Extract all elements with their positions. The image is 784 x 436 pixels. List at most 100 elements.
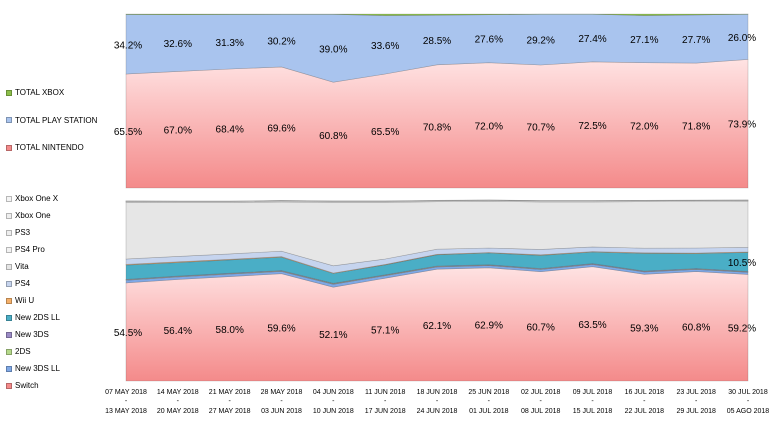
legend-swatch (6, 331, 12, 338)
data-label-total-play-station: 33.6% (371, 41, 399, 52)
legend-label: Xbox One (15, 211, 51, 220)
data-label-total-play-station: 27.4% (578, 34, 606, 45)
legend-label: 2DS (15, 347, 31, 356)
x-tick-separator: - (540, 398, 543, 405)
data-label-switch: 63.5% (578, 320, 606, 331)
data-label-switch: 54.5% (114, 328, 142, 339)
legend-swatch (6, 212, 12, 219)
x-tick-label-start: 11 JUN 2018 (365, 389, 405, 396)
legend-swatch (6, 365, 12, 372)
bottom-area-chart: 54.5% 56.4% 58.0% 59.6% 52.1% 57.1% 62.1% 62.9%… (114, 199, 756, 382)
legend-label: Wii U (15, 296, 35, 305)
x-tick-label-end: 20 MAY 2018 (157, 408, 199, 415)
x-tick-label-end: 22 JUL 2018 (625, 408, 665, 415)
x-tick-separator: - (591, 398, 594, 405)
legend-swatch (6, 297, 12, 304)
legend-item-ps3: PS3 (6, 228, 30, 238)
legend-swatch (6, 348, 12, 355)
data-label-total-nintendo: 60.8% (319, 131, 347, 142)
series-area-new-3ds (125, 263, 749, 285)
legend-label: New 3DS LL (15, 364, 60, 373)
data-label-total-nintendo: 72.5% (578, 121, 606, 132)
legend-item-total-nintendo: TOTAL NINTENDO (6, 143, 84, 153)
legend-swatch (6, 280, 12, 287)
legend-swatch (6, 246, 12, 253)
legend-item-xbox-one: Xbox One (6, 211, 51, 221)
data-label-total-play-station: 27.1% (630, 35, 658, 46)
x-tick-label-start: 02 JUL 2018 (521, 389, 561, 396)
x-tick-label-end: 27 MAY 2018 (209, 408, 251, 415)
data-label-total-nintendo: 67.0% (164, 126, 192, 137)
x-tick-label-end: 13 MAY 2018 (105, 408, 147, 415)
data-label-total-nintendo: 70.8% (423, 122, 451, 133)
data-label-total-play-station: 34.2% (114, 40, 142, 51)
legend-label: New 3DS (15, 330, 49, 339)
legend-item-switch: Switch (6, 381, 39, 391)
x-tick-separator: - (332, 398, 335, 405)
data-label-switch: 59.3% (630, 324, 658, 335)
legend-swatch (6, 117, 12, 124)
data-label-total-play-station: 32.6% (164, 39, 192, 50)
x-tick-label-end: 03 JUN 2018 (261, 408, 302, 415)
series-area-total-nintendo (125, 59, 749, 189)
x-tick-label-start: 09 JUL 2018 (573, 389, 613, 396)
x-tick-label-start: 21 MAY 2018 (209, 389, 251, 396)
legend-item-xbox-one-x: Xbox One X (6, 194, 58, 204)
x-tick-label-end: 05 AGO 2018 (727, 408, 770, 415)
x-tick-separator: - (695, 398, 698, 405)
x-tick-label-end: 01 JUL 2018 (469, 408, 509, 415)
x-tick-separator: - (229, 398, 232, 405)
series-area-switch (125, 266, 749, 382)
series-area-wii-u (125, 251, 749, 274)
data-label-total-play-station: 27.7% (682, 35, 710, 46)
data-label-total-play-station: 31.3% (216, 38, 244, 49)
legend-label: PS4 Pro (15, 245, 45, 254)
x-tick-separator: - (643, 398, 646, 405)
legend-swatch (6, 195, 12, 202)
data-label-total-nintendo: 68.4% (216, 125, 244, 136)
legend-swatch (6, 263, 12, 270)
x-tick-label-end: 08 JUL 2018 (521, 408, 561, 415)
x-tick-separator: - (747, 398, 750, 405)
x-tick-label-start: 16 JUL 2018 (625, 389, 665, 396)
legend-item-new-2ds-ll: New 2DS LL (6, 313, 60, 323)
legend-item-vita: Vita (6, 262, 29, 272)
series-area-total-xbox (125, 13, 749, 16)
legend-label: Switch (15, 381, 39, 390)
top-area-chart: 65.5% 67.0% 68.4% 69.6% 60.8% 65.5% 70.8% 72.0%… (114, 13, 756, 189)
legend-label: TOTAL PLAY STATION (15, 115, 98, 125)
data-label-switch: 59.6% (267, 323, 295, 334)
legend-label: TOTAL NINTENDO (15, 143, 84, 152)
x-tick-label-start: 28 MAY 2018 (261, 389, 303, 396)
data-label-total-nintendo: 73.9% (728, 120, 756, 131)
data-label-switch: 52.1% (319, 330, 347, 341)
legend-item-ps4-pro: PS4 Pro (6, 245, 45, 255)
data-label-new-2ds-ll: 10.5% (728, 258, 756, 269)
data-label-total-nintendo: 72.0% (475, 121, 503, 132)
legend-label: PS3 (15, 228, 31, 237)
series-area-2ds (125, 263, 749, 285)
legend-label: PS4 (15, 279, 31, 288)
x-tick-label-end: 24 JUN 2018 (417, 408, 458, 415)
data-label-switch: 62.9% (475, 320, 503, 331)
legend-item-ps4: PS4 (6, 279, 30, 289)
legend-label: TOTAL XBOX (15, 88, 65, 97)
series-area-new-2ds-ll (125, 251, 749, 284)
legend-item-wii-u: Wii U (6, 296, 34, 306)
x-tick-separator: - (280, 398, 283, 405)
x-tick-separator: - (436, 398, 439, 405)
x-tick-label-end: 29 JUL 2018 (676, 408, 716, 415)
x-tick-label-start: 25 JUN 2018 (468, 389, 509, 396)
legend-item-2ds: 2DS (6, 347, 31, 357)
x-tick-label-start: 30 JUL 2018 (728, 389, 768, 396)
data-label-total-nintendo: 69.6% (267, 123, 295, 134)
legend-item-new-3ds: New 3DS (6, 330, 49, 340)
x-tick-label-end: 15 JUL 2018 (573, 408, 613, 415)
data-label-total-play-station: 28.5% (423, 36, 451, 47)
data-label-total-play-station: 26.0% (728, 33, 756, 44)
x-axis: 07 MAY 2018 - 13 MAY 2018 14 MAY 2018 - 20 MA… (105, 389, 769, 415)
legend-label: Vita (15, 262, 29, 271)
legend-label: New 2DS LL (15, 313, 60, 322)
data-label-switch: 60.7% (527, 322, 555, 333)
